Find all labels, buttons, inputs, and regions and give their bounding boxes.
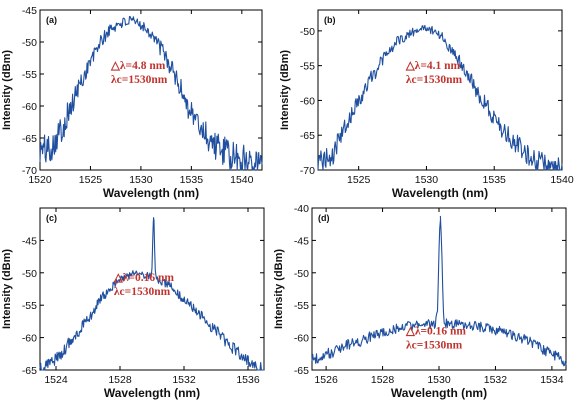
x-tick-label: 1520 (28, 174, 52, 186)
y-tick-label: -55 (22, 300, 37, 312)
spectrum-line (317, 24, 563, 171)
spectrum-panel-b: 1525 1530 1535 1540 -70 -65 -60 -55 -50 Wavelengt… (279, 9, 574, 200)
spectrum-panel-c: 1524 1528 1532 1536 -65 -60 -55 -50 -45 Wavelengt… (1, 207, 265, 400)
y-tick-label: -45 (22, 235, 37, 247)
spectrum-line (39, 217, 264, 371)
y-tick-label: -65 (22, 133, 37, 145)
x-tick-label: 1528 (371, 374, 395, 386)
spectrum-panel-a: 1520 1525 1530 1535 1540 -70 -65 -60 -55 -50 -45 Wa… (1, 5, 263, 200)
y-tick-label: -55 (22, 69, 37, 81)
x-tick-label: 1530 (415, 174, 439, 186)
x-axis-title: Wavelength (nm) (104, 386, 200, 400)
annotation-center-wavelength: λc=1530nm (406, 339, 463, 351)
y-tick-label: -65 (294, 365, 309, 377)
x-axis-title: Wavelength (nm) (392, 186, 488, 200)
x-tick-label: 1532 (172, 374, 196, 386)
y-tick-label: -60 (300, 95, 315, 107)
y-tick-label: -50 (294, 268, 309, 280)
annotation-bandwidth: △λ=0.16 nm (405, 325, 466, 337)
y-tick-label: -60 (22, 101, 37, 113)
y-axis-title: Intensity (dBm) (279, 50, 291, 130)
y-tick-label: -70 (300, 165, 315, 177)
x-tick-label: 1535 (483, 174, 507, 186)
x-tick-label: 1535 (180, 174, 204, 186)
annotation-bandwidth: △λ=4.8 nm (110, 60, 166, 72)
annotation-center-wavelength: λc=1530nm (114, 286, 171, 298)
y-tick-label: -55 (300, 61, 315, 73)
x-tick-label: 1536 (236, 374, 260, 386)
y-tick-label: -60 (294, 333, 309, 345)
panel-label: (a) (46, 15, 57, 25)
plot-frame (317, 9, 563, 171)
y-tick-label: -40 (294, 203, 309, 215)
y-tick-label: -70 (22, 165, 37, 177)
x-tick-label: 1532 (484, 374, 508, 386)
y-tick-label: -65 (300, 130, 315, 142)
y-tick-label: -50 (300, 26, 315, 38)
annotation-bandwidth: △λ=4.1 nm (405, 60, 461, 72)
x-tick-label: 1530 (129, 174, 153, 186)
plot-frame (39, 9, 263, 171)
x-tick-label: 1525 (347, 174, 371, 186)
x-tick-label: 1540 (230, 174, 254, 186)
y-tick-label: -50 (22, 37, 37, 49)
annotation-bandwidth: △λ=0.16 nm (113, 272, 174, 284)
x-tick-label: 1530 (427, 374, 451, 386)
spectrum-line (311, 215, 567, 367)
x-axis-title: Wavelength (nm) (103, 186, 199, 200)
plot-frame (39, 207, 265, 371)
panel-label: (d) (318, 213, 330, 223)
panel-label: (b) (324, 15, 336, 25)
x-tick-label: 1528 (108, 374, 132, 386)
x-tick-label: 1526 (314, 374, 338, 386)
y-tick-label: -45 (22, 5, 37, 17)
annotation-center-wavelength: λc=1530nm (111, 74, 168, 86)
spectrum-panel-d: 1526 1528 1530 1532 1534 -65 -60 -55 -50 -45 -40 Wa… (273, 203, 567, 400)
x-tick-label: 1524 (44, 374, 68, 386)
y-axis-title: Intensity (dBm) (1, 50, 13, 130)
y-tick-label: -60 (22, 333, 37, 345)
panel-label: (c) (46, 213, 57, 223)
spectrum-line (39, 15, 263, 171)
x-tick-label: 1540 (550, 174, 574, 186)
x-tick-label: 1525 (79, 174, 103, 186)
y-axis-title: Intensity (dBm) (1, 249, 13, 329)
y-tick-label: -50 (22, 268, 37, 280)
y-tick-label: -55 (294, 300, 309, 312)
x-tick-label: 1534 (540, 374, 564, 386)
annotation-center-wavelength: λc=1530nm (406, 74, 463, 86)
x-axis-title: Wavelength (nm) (391, 386, 487, 400)
y-axis-title: Intensity (dBm) (273, 249, 285, 329)
y-tick-label: -65 (22, 365, 37, 377)
y-tick-label: -45 (294, 235, 309, 247)
